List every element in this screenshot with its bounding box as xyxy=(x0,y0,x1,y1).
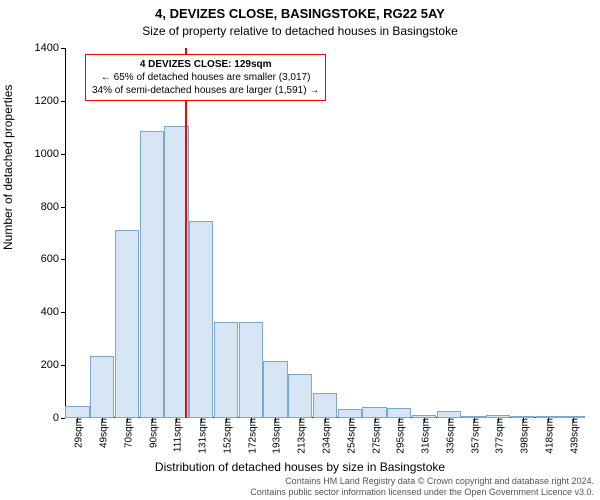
x-tick-label: 295sqm xyxy=(392,418,407,454)
x-tick-label: 234sqm xyxy=(318,418,333,454)
histogram-bar xyxy=(115,230,139,418)
x-tick-label: 275sqm xyxy=(367,418,382,454)
x-tick xyxy=(449,418,450,422)
y-tick-label: 800 xyxy=(41,201,65,213)
histogram-bar xyxy=(239,322,263,418)
x-tick-label: 336sqm xyxy=(441,418,456,454)
y-tick-label: 400 xyxy=(41,306,65,318)
annotation-title: 4 DEVIZES CLOSE: 129sqm xyxy=(92,58,319,71)
x-tick xyxy=(275,418,276,422)
annotation-line-3: 34% of semi-detached houses are larger (… xyxy=(92,84,319,97)
marker-line xyxy=(185,48,187,418)
y-tick-label: 1400 xyxy=(35,42,65,54)
y-tick-label: 0 xyxy=(53,412,65,424)
x-tick xyxy=(498,418,499,422)
x-tick-label: 418sqm xyxy=(540,418,555,454)
x-tick xyxy=(226,418,227,422)
x-tick xyxy=(176,418,177,422)
x-tick-label: 193sqm xyxy=(268,418,283,454)
x-tick xyxy=(201,418,202,422)
x-tick-label: 213sqm xyxy=(293,418,308,454)
x-tick xyxy=(325,418,326,422)
x-tick-label: 398sqm xyxy=(516,418,531,454)
histogram-bar xyxy=(313,393,337,418)
x-tick xyxy=(127,418,128,422)
histogram-bar xyxy=(437,411,461,418)
footnote-line-1: Contains HM Land Registry data © Crown c… xyxy=(250,476,594,487)
y-tick-label: 600 xyxy=(41,253,65,265)
page-subtitle: Size of property relative to detached ho… xyxy=(0,24,600,38)
chart-plot-area: 020040060080010001200140029sqm49sqm70sqm… xyxy=(65,48,585,418)
footnote-line-2: Contains public sector information licen… xyxy=(250,487,594,498)
x-tick-label: 357sqm xyxy=(466,418,481,454)
histogram-bar xyxy=(387,408,411,418)
histogram-bar xyxy=(90,356,114,418)
x-tick xyxy=(399,418,400,422)
x-tick-label: 90sqm xyxy=(144,418,159,448)
histogram-bar xyxy=(189,221,213,418)
x-tick-label: 29sqm xyxy=(70,418,85,448)
y-axis-label: Number of detached properties xyxy=(1,85,15,250)
x-axis-label: Distribution of detached houses by size … xyxy=(0,460,600,474)
page-title: 4, DEVIZES CLOSE, BASINGSTOKE, RG22 5AY xyxy=(0,6,600,21)
histogram-bar xyxy=(288,374,312,418)
x-tick-label: 316sqm xyxy=(417,418,432,454)
x-tick xyxy=(77,418,78,422)
x-tick-label: 439sqm xyxy=(565,418,580,454)
x-tick-label: 111sqm xyxy=(169,418,184,452)
x-tick-label: 152sqm xyxy=(218,418,233,454)
x-tick-label: 70sqm xyxy=(119,418,134,448)
x-tick xyxy=(573,418,574,422)
x-tick-label: 49sqm xyxy=(95,418,110,448)
x-tick xyxy=(152,418,153,422)
y-tick-label: 1000 xyxy=(35,148,65,160)
footnote: Contains HM Land Registry data © Crown c… xyxy=(250,476,594,498)
y-axis-line xyxy=(65,48,66,418)
x-tick xyxy=(375,418,376,422)
x-tick xyxy=(251,418,252,422)
histogram-bar xyxy=(263,361,287,418)
annotation-line-2: ← 65% of detached houses are smaller (3,… xyxy=(92,71,319,84)
annotation-box: 4 DEVIZES CLOSE: 129sqm ← 65% of detache… xyxy=(85,54,326,101)
histogram-bar xyxy=(140,131,164,418)
x-tick xyxy=(424,418,425,422)
y-tick-label: 200 xyxy=(41,359,65,371)
histogram-bar xyxy=(362,407,386,418)
histogram-bar xyxy=(214,322,238,418)
x-tick-label: 254sqm xyxy=(342,418,357,454)
x-tick-label: 131sqm xyxy=(194,418,209,454)
x-tick-label: 172sqm xyxy=(243,418,258,454)
y-tick-label: 1200 xyxy=(35,95,65,107)
x-tick xyxy=(474,418,475,422)
x-tick xyxy=(548,418,549,422)
x-tick xyxy=(300,418,301,422)
x-tick xyxy=(350,418,351,422)
x-tick xyxy=(523,418,524,422)
histogram-bar xyxy=(338,409,362,418)
x-tick xyxy=(102,418,103,422)
x-tick-label: 377sqm xyxy=(491,418,506,454)
histogram-bar xyxy=(65,406,89,418)
